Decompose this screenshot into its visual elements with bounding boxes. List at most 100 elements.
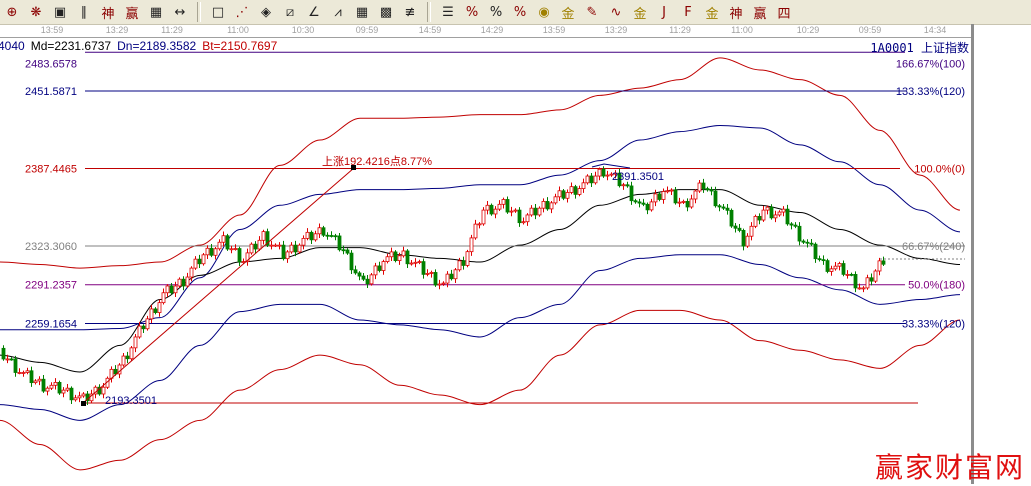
time-tick: 11:00 xyxy=(731,25,753,35)
win-icon[interactable]: 赢 xyxy=(125,6,139,22)
gann-box-icon[interactable]: ⧄ xyxy=(285,4,295,20)
md-value: Md=2231.6737 xyxy=(30,39,112,53)
band-line-lower-red xyxy=(0,309,961,471)
candle-up xyxy=(5,358,10,361)
candle-down xyxy=(813,243,818,260)
candle-up xyxy=(45,387,50,392)
chart-right-border xyxy=(971,24,974,484)
candle-up xyxy=(565,192,570,199)
candle-down xyxy=(433,272,438,286)
band-line-lower-blue xyxy=(0,254,961,421)
candle-up xyxy=(397,255,402,262)
candle-up xyxy=(185,276,190,287)
candle-down xyxy=(309,231,314,241)
level-price-label: 2323.3060 xyxy=(25,241,77,253)
candle-up xyxy=(249,243,254,254)
candle-up xyxy=(413,261,418,264)
percent-line-icon[interactable]: % xyxy=(465,4,479,20)
gold-coin-icon[interactable]: ◉ xyxy=(538,4,550,20)
parallel-lines-icon[interactable]: ∥ xyxy=(80,4,88,20)
candle-down xyxy=(405,250,410,265)
candle-down xyxy=(69,387,74,401)
candle-up xyxy=(465,251,470,266)
candle-down xyxy=(801,240,806,243)
candle-up xyxy=(833,265,838,270)
candle-up xyxy=(417,261,422,263)
measure-width-icon[interactable]: ↔ xyxy=(174,4,186,20)
box-icon[interactable]: □ xyxy=(211,4,225,20)
gold-levels-icon[interactable]: 金 xyxy=(561,6,575,22)
candle-up xyxy=(745,235,750,247)
toolbar-separator xyxy=(197,2,201,22)
target-icon[interactable]: ❋ xyxy=(30,4,42,20)
grid-box-icon[interactable]: ▣ xyxy=(53,4,67,20)
sine-icon[interactable]: ∿ xyxy=(610,4,622,20)
wave-pen-icon[interactable]: ✎ xyxy=(586,4,598,20)
candle-up xyxy=(381,261,386,271)
j-fan-icon[interactable]: J xyxy=(662,4,666,20)
candle-down xyxy=(365,278,370,285)
candle-down xyxy=(733,225,738,229)
speed-lines-icon[interactable]: ≢ xyxy=(404,4,416,20)
crosshair-icon[interactable]: ⊕ xyxy=(6,4,18,20)
percent-icon[interactable]: % xyxy=(489,4,503,20)
bar-ruler-icon[interactable]: ☰ xyxy=(442,4,454,20)
candle-up xyxy=(233,248,238,250)
candle-up xyxy=(581,182,586,190)
candle-down xyxy=(209,247,214,256)
candle-down xyxy=(805,241,810,244)
candle-up xyxy=(157,302,162,313)
god-fan-icon[interactable]: 神 xyxy=(729,6,743,22)
grid-square-icon[interactable]: ▩ xyxy=(379,4,393,20)
candle-down xyxy=(517,209,522,224)
candle-up xyxy=(161,292,166,304)
fan-lines-icon[interactable]: ⋰ xyxy=(235,4,249,20)
candle-up xyxy=(189,267,194,278)
gold-fan-icon[interactable]: 金 xyxy=(705,6,719,22)
candle-up xyxy=(877,260,882,272)
candle-up xyxy=(569,186,574,193)
candle-down xyxy=(489,204,494,215)
candle-down xyxy=(769,206,774,219)
candle-down xyxy=(505,199,510,213)
rise-annotation: 上涨192.4216点8.77% xyxy=(322,155,432,168)
candle-down xyxy=(721,206,726,209)
candle-up xyxy=(781,208,786,213)
candle-down xyxy=(641,202,646,205)
zigzag-icon[interactable]: ⩘ xyxy=(334,4,342,20)
candle-up xyxy=(245,252,250,262)
f-fan-icon[interactable]: F xyxy=(684,4,692,20)
level-price-label: 2387.4465 xyxy=(25,163,77,175)
candle-up xyxy=(201,254,206,265)
candle-up xyxy=(689,198,694,208)
candle-up xyxy=(277,244,282,247)
candle-down xyxy=(345,249,350,254)
low-price-label: 2193.3501 xyxy=(105,395,157,407)
level-percent-label: 133.33%(120) xyxy=(896,86,965,98)
candle-down xyxy=(13,358,18,373)
candle-down xyxy=(321,227,326,236)
diamond-box-icon[interactable]: ◈ xyxy=(261,4,271,20)
level-percent-label: 166.67%(100) xyxy=(896,58,965,70)
candle-up xyxy=(229,248,234,251)
candle-up xyxy=(425,273,430,275)
candle-down xyxy=(461,260,466,266)
time-tick: 11:29 xyxy=(669,25,691,35)
header-prefix: 4040 xyxy=(0,39,25,53)
gold-box-icon[interactable]: 金 xyxy=(633,6,647,22)
time-tick: 14:29 xyxy=(480,25,504,35)
percent-levels-icon[interactable]: % xyxy=(513,4,527,20)
win-fan-icon[interactable]: 赢 xyxy=(753,6,767,22)
four-fan-icon[interactable]: 四 xyxy=(777,6,791,22)
toolbar-separator xyxy=(427,2,431,22)
candle-down xyxy=(181,278,186,287)
candle-down xyxy=(153,308,158,313)
candle-down xyxy=(589,175,594,184)
angle-icon[interactable]: ∠ xyxy=(308,4,320,20)
god-icon[interactable]: 神 xyxy=(101,6,115,22)
ruler-icon[interactable]: ▦ xyxy=(149,4,163,20)
candle-down xyxy=(869,277,874,282)
candle-up xyxy=(493,208,498,215)
grid-icon[interactable]: ▦ xyxy=(355,4,369,20)
